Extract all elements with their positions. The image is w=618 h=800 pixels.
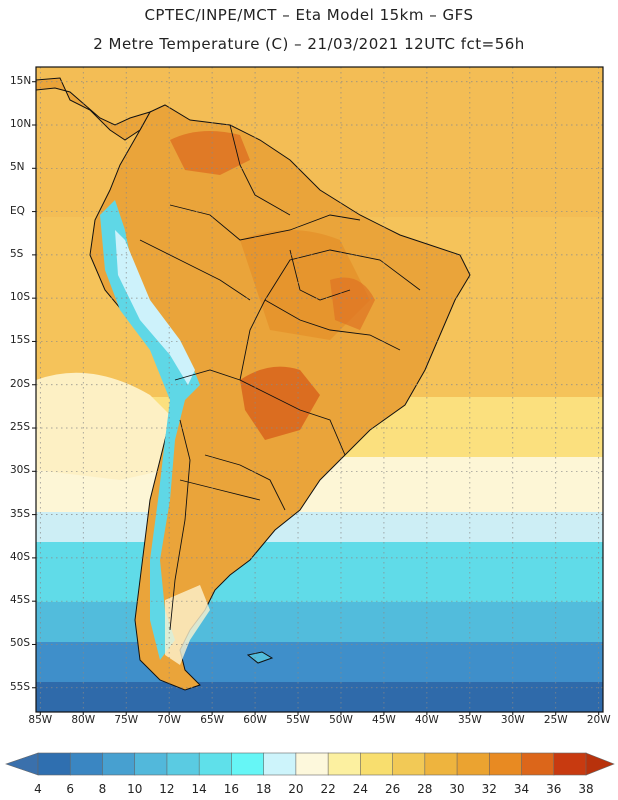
lat-label: 35S xyxy=(10,507,31,520)
country-borders xyxy=(139,124,421,631)
lon-label: 40W xyxy=(415,714,439,726)
ocean-cyan-band xyxy=(36,542,603,602)
map-title-line1: CPTEC/INPE/MCT – Eta Model 15km – GFS xyxy=(144,6,474,24)
colorbar-tick-label: 38 xyxy=(578,782,594,796)
lon-label: 85W xyxy=(28,714,53,726)
colorbar-tick-label: 30 xyxy=(449,782,465,796)
colorbar xyxy=(5,752,615,776)
colorbar-tick-label: 32 xyxy=(481,782,497,796)
lat-label: 25S xyxy=(10,421,31,434)
colorbar-swatch xyxy=(488,752,523,776)
map-frame xyxy=(35,66,604,713)
lon-label: 50W xyxy=(329,714,353,726)
lon-label: 55W xyxy=(286,714,310,726)
falkland-islands xyxy=(246,651,274,664)
colorbar-tick-label: 26 xyxy=(384,782,401,796)
colorbar-tick-label: 10 xyxy=(127,782,143,796)
colorbar-swatch xyxy=(360,752,394,776)
ocean-pale-band xyxy=(36,512,603,542)
lat-label: 30S xyxy=(10,464,31,477)
lat-label: 40S xyxy=(10,550,31,563)
lat-label: 5S xyxy=(10,247,24,260)
ocean-teal-band xyxy=(36,602,603,642)
interior-hot-zone xyxy=(240,366,320,440)
temperature-map xyxy=(32,66,604,715)
map-title-line2: 2 Metre Temperature (C) – 21/03/2021 12U… xyxy=(93,35,525,53)
colorbar-tick-label: 4 xyxy=(34,782,42,796)
colorbar-over-arrow xyxy=(585,752,615,776)
colorbar-swatch xyxy=(295,752,329,776)
patagonia-cool-zone xyxy=(165,585,210,665)
lat-label: 5N xyxy=(10,161,25,174)
colorbar-swatch xyxy=(424,752,458,776)
colorbar-swatch xyxy=(327,752,361,776)
colorbar-tick-label: 12 xyxy=(159,782,175,796)
lon-label: 30W xyxy=(500,714,525,726)
lon-label: 65W xyxy=(200,714,224,726)
lat-label: EQ xyxy=(10,204,25,217)
lon-label: 60W xyxy=(243,714,267,726)
lat-label: 55S xyxy=(10,680,31,693)
northeast-warm-zone xyxy=(330,277,375,330)
colorbar-swatch xyxy=(263,752,297,776)
lon-label: 20W xyxy=(586,714,611,726)
colorbar-swatch xyxy=(198,752,233,776)
colorbar-tick-label: 22 xyxy=(320,782,336,796)
colorbar-swatch xyxy=(102,752,136,776)
colorbar-tick-label: 28 xyxy=(417,782,433,796)
lat-label: 20S xyxy=(10,377,31,390)
lon-label: 45W xyxy=(372,714,396,726)
colorbar-swatch xyxy=(231,752,265,776)
lon-label: 35W xyxy=(457,714,482,726)
colorbar-tick-label: 24 xyxy=(352,782,368,796)
lon-label: 80W xyxy=(71,714,96,726)
colorbar-swatch xyxy=(392,752,426,776)
colorbar-swatch xyxy=(69,752,104,776)
colorbar-swatch xyxy=(134,752,168,776)
colorbar-tick-label: 34 xyxy=(513,782,530,796)
colorbar-tick-label: 14 xyxy=(191,782,207,796)
colorbar-tick-label: 18 xyxy=(256,782,272,796)
colorbar-tick-label: 16 xyxy=(223,782,240,796)
pacific-cool-tongue xyxy=(36,372,175,480)
lon-label: 75W xyxy=(114,714,139,726)
lat-label: 15N xyxy=(10,74,32,87)
colorbar-tick-label: 36 xyxy=(546,782,562,796)
lat-label: 50S xyxy=(10,637,31,650)
colorbar-swatch xyxy=(553,752,587,776)
lat-label: 45S xyxy=(10,594,31,607)
lon-label: 25W xyxy=(543,714,568,726)
central-america-landmass xyxy=(36,77,152,141)
ocean-deep-blue-band xyxy=(36,682,603,712)
axis-ticks xyxy=(32,81,600,715)
andes-pale-edge xyxy=(115,230,195,385)
colorbar-under-arrow xyxy=(5,752,39,776)
lon-label: 70W xyxy=(157,714,182,726)
colorbar-tick-label: 20 xyxy=(288,782,304,796)
venezuela-hot-zone xyxy=(170,131,250,175)
colorbar-swatch xyxy=(521,752,555,776)
lat-label: 10N xyxy=(10,118,32,130)
lat-label: 10S xyxy=(10,291,31,304)
colorbar-swatch xyxy=(456,752,490,776)
colorbar-tick-label: 6 xyxy=(66,782,75,796)
colorbar-tick-label: 8 xyxy=(98,782,107,796)
ocean-blue-band xyxy=(36,642,603,682)
colorbar-swatch xyxy=(166,752,200,776)
lat-label: 15S xyxy=(10,334,31,347)
andes-cool-strip xyxy=(100,200,200,660)
colorbar-swatch xyxy=(37,752,71,776)
